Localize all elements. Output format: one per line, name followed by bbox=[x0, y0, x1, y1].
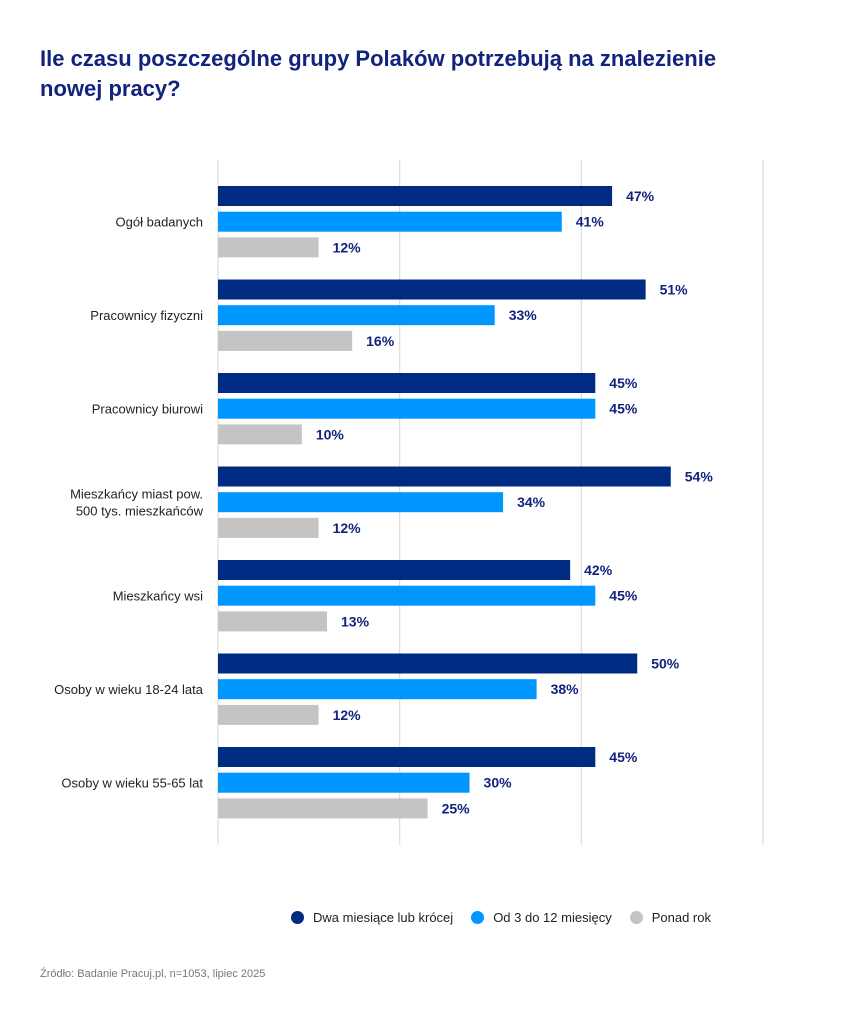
legend-item: Dwa miesiące lub krócej bbox=[291, 910, 453, 925]
data-label: 45% bbox=[609, 375, 638, 391]
chart-title: Ile czasu poszczególne grupy Polaków pot… bbox=[40, 46, 717, 101]
legend-label: Od 3 do 12 miesięcy bbox=[493, 910, 612, 925]
category-label: Pracownicy fizyczni bbox=[90, 308, 203, 323]
category-label: Pracownicy biurowi bbox=[92, 402, 203, 417]
bar bbox=[218, 466, 671, 487]
legend-label: Dwa miesiące lub krócej bbox=[313, 910, 454, 925]
data-label: 34% bbox=[517, 494, 546, 510]
category-label: Ogół badanych bbox=[116, 215, 203, 230]
data-label: 33% bbox=[509, 307, 538, 323]
category-label: Osoby w wieku 55-65 lat bbox=[61, 776, 203, 791]
data-label: 51% bbox=[660, 282, 689, 298]
data-label: 45% bbox=[609, 749, 638, 765]
data-label: 50% bbox=[651, 656, 680, 672]
legend-item: Od 3 do 12 miesięcy bbox=[471, 910, 612, 925]
bar-chart: Ogół badanych 47% 41% 12% Pracownicy fizyczn… bbox=[54, 160, 764, 845]
data-label: 54% bbox=[685, 469, 714, 485]
bar bbox=[218, 305, 495, 326]
bar bbox=[218, 517, 319, 538]
bar bbox=[218, 653, 638, 674]
category-label: Osoby w wieku 18-24 lata bbox=[54, 682, 204, 697]
bar bbox=[218, 279, 646, 300]
data-label: 30% bbox=[484, 775, 513, 791]
data-label: 47% bbox=[626, 188, 655, 204]
bar bbox=[218, 704, 319, 725]
bar bbox=[218, 585, 596, 606]
category-label: Mieszkańcy miast pow. bbox=[70, 487, 203, 502]
legend-label: Ponad rok bbox=[651, 910, 711, 925]
data-label: 42% bbox=[584, 562, 613, 578]
bar bbox=[218, 211, 562, 232]
bar bbox=[218, 373, 596, 393]
data-label: 12% bbox=[333, 707, 362, 723]
bar bbox=[218, 560, 571, 580]
data-label: 25% bbox=[442, 800, 471, 816]
data-label: 12% bbox=[333, 520, 362, 536]
data-label: 38% bbox=[551, 681, 580, 697]
legend-swatch bbox=[629, 911, 643, 924]
bar bbox=[218, 492, 504, 513]
data-label: 16% bbox=[366, 333, 395, 349]
data-label: 12% bbox=[333, 239, 362, 255]
legend-swatch bbox=[291, 911, 305, 924]
bar bbox=[218, 747, 596, 767]
legend-swatch bbox=[471, 911, 485, 924]
bar bbox=[218, 398, 596, 419]
bar bbox=[218, 611, 327, 632]
data-label: 10% bbox=[316, 426, 345, 442]
data-label: 13% bbox=[341, 613, 370, 629]
source-note: Źródło: Badanie Pracuj.pl, n=1053, lipie… bbox=[40, 968, 266, 980]
bar bbox=[218, 798, 428, 819]
data-label: 41% bbox=[576, 214, 605, 230]
bar bbox=[218, 237, 319, 258]
category-label: Mieszkańcy wsi bbox=[113, 589, 203, 604]
data-label: 45% bbox=[609, 401, 638, 417]
bar bbox=[218, 186, 613, 206]
data-label: 45% bbox=[609, 588, 638, 604]
bar bbox=[218, 424, 302, 445]
bar bbox=[218, 772, 470, 793]
bar bbox=[218, 330, 353, 351]
legend-item: Ponad rok bbox=[629, 910, 711, 925]
legend: Dwa miesiące lub krócej Od 3 do 12 miesi… bbox=[0, 910, 842, 925]
bar bbox=[218, 679, 537, 700]
category-label: 500 tys. mieszkańców bbox=[76, 504, 204, 519]
